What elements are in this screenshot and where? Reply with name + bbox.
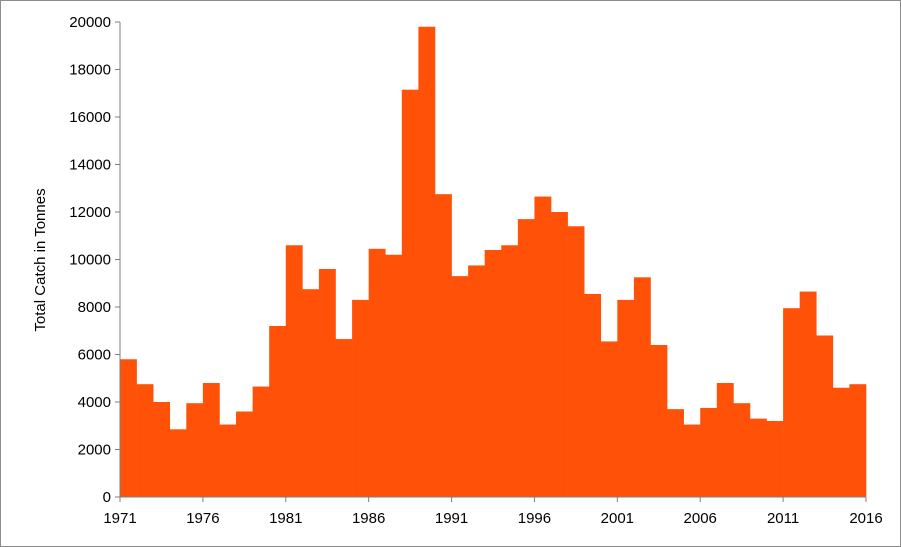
bar-1993 (484, 250, 502, 497)
bar-1992 (468, 265, 486, 497)
x-tick-label: 2006 (684, 510, 717, 527)
y-tick-label: 2000 (78, 442, 111, 459)
x-tick-label: 1991 (435, 510, 468, 527)
x-tick-label: 2016 (849, 510, 882, 527)
bar-1971 (120, 359, 137, 497)
bar-1972 (136, 384, 154, 497)
bar-2010 (766, 421, 784, 497)
bar-1991 (451, 276, 469, 498)
bar-1977 (219, 424, 237, 497)
bar-1996 (534, 196, 552, 497)
bar-2011 (783, 308, 800, 497)
bars-group (120, 26, 867, 498)
bar-2014 (832, 387, 850, 497)
bar-1976 (202, 383, 220, 497)
bar-2000 (600, 341, 618, 497)
bar-2002 (633, 277, 651, 497)
ticks-group: 0 2000 4000 6000 8000 10000 12000 14000 16000 180… (69, 14, 882, 527)
x-tick-label: 2001 (601, 510, 634, 527)
y-tick-label: 8000 (78, 299, 111, 316)
bar-1983 (318, 269, 336, 497)
bar-1989 (418, 26, 436, 497)
x-tick-label: 1976 (186, 510, 219, 527)
x-tick-label: 1981 (269, 510, 302, 527)
bar-1974 (169, 429, 187, 497)
y-tick-label: 20000 (69, 14, 111, 31)
y-tick-label: 0 (103, 489, 111, 506)
bar-1982 (302, 289, 320, 497)
y-tick-label: 14000 (69, 157, 111, 174)
bar-2004 (667, 409, 684, 498)
bar-1973 (153, 402, 171, 497)
y-axis-title: Total Catch in Tonnes (32, 188, 49, 331)
bar-1990 (434, 194, 452, 497)
bar-2012 (799, 291, 817, 497)
y-tick-label: 10000 (69, 252, 111, 269)
bar-1978 (236, 411, 253, 497)
bar-2015 (849, 384, 867, 497)
bar-2008 (733, 403, 751, 497)
bar-1979 (252, 386, 270, 497)
y-tick-label: 16000 (69, 109, 111, 126)
bar-2013 (816, 335, 834, 497)
bar-2007 (716, 383, 734, 497)
bar-2005 (683, 424, 701, 497)
bar-1997 (551, 212, 568, 497)
bar-1995 (517, 219, 535, 498)
bar-1985 (352, 299, 369, 498)
bar-2006 (700, 407, 718, 497)
bar-1984 (335, 339, 353, 497)
bar-1986 (368, 248, 386, 497)
bar-2009 (749, 418, 767, 498)
bar-1987 (385, 254, 403, 497)
x-tick-label: 1986 (352, 510, 385, 527)
y-tick-label: 6000 (78, 347, 111, 364)
y-tick-label: 4000 (78, 394, 111, 411)
y-tick-label: 18000 (69, 62, 111, 79)
x-tick-label: 2011 (767, 510, 799, 527)
bar-1975 (186, 403, 204, 497)
bar-2003 (650, 345, 668, 497)
bar-1988 (401, 89, 419, 497)
bar-2001 (617, 299, 635, 498)
x-tick-label: 1971 (103, 510, 136, 527)
y-tick-label: 12000 (69, 204, 111, 221)
bar-1998 (567, 226, 585, 497)
x-tick-label: 1996 (518, 510, 551, 527)
bar-1980 (269, 326, 287, 497)
bar-1999 (584, 293, 602, 497)
bar-1981 (285, 245, 303, 497)
bar-1994 (501, 245, 519, 497)
